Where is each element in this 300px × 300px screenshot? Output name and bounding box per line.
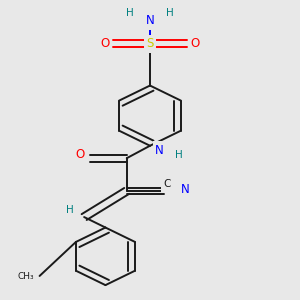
Text: N: N [181,183,189,196]
Text: H: H [175,150,183,160]
Text: S: S [146,37,154,50]
Text: O: O [100,37,109,50]
Text: O: O [76,148,85,161]
Text: H: H [166,8,174,18]
Text: C: C [164,179,171,189]
Text: N: N [146,14,154,27]
Text: H: H [126,8,134,18]
Text: O: O [191,37,200,50]
Text: CH₃: CH₃ [18,272,34,281]
Text: H: H [65,205,73,215]
Text: N: N [155,144,164,157]
